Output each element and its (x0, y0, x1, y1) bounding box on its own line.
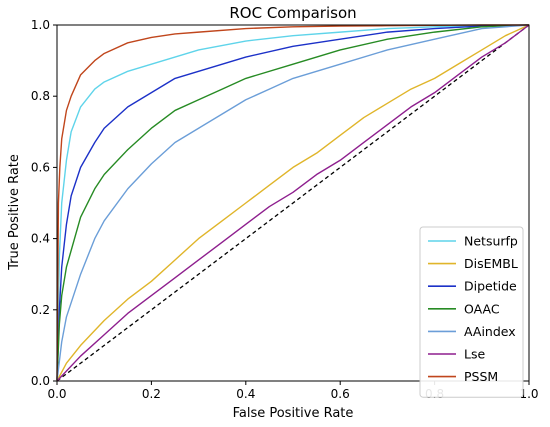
y-tick-label: 0.2 (31, 303, 50, 317)
x-tick-label: 0.2 (142, 387, 161, 401)
roc-line-lse (56, 24, 530, 382)
x-tick-label: 0.4 (236, 387, 255, 401)
roc-line-netsurfp (56, 24, 530, 382)
y-axis-ticks: 0.0 0.2 0.4 0.6 0.8 1.0 (31, 18, 57, 388)
roc-line-disembl (56, 24, 530, 382)
legend: Netsurfp DisEMBL Dipetide OAAC AAindex Lse PSS… (419, 226, 524, 398)
roc-line-dipetide (56, 24, 530, 382)
legend-label: OAAC (464, 301, 500, 316)
y-tick-label: 0.4 (31, 232, 50, 246)
y-tick-label: 0.8 (31, 89, 50, 103)
x-tick-label: 0.6 (331, 387, 350, 401)
chance-reference-line (56, 24, 530, 382)
legend-label: PSSM (464, 369, 498, 384)
legend-label: Netsurfp (464, 234, 518, 249)
chart-title: ROC Comparison (229, 4, 356, 22)
x-tick-label: 1.0 (519, 387, 538, 401)
plot-frame (56, 24, 530, 382)
x-tick-label: 0.0 (47, 387, 66, 401)
roc-line-pssm (56, 24, 529, 382)
roc-line-aaindex (56, 24, 530, 382)
legend-label: Lse (464, 347, 485, 362)
x-axis-label: False Positive Rate (233, 406, 354, 421)
legend-label: DisEMBL (464, 256, 518, 271)
y-axis-label: True Positive Rate (7, 154, 22, 271)
roc-line-oaac (56, 24, 530, 382)
legend-label: AAindex (464, 324, 516, 339)
legend-label: Dipetide (464, 279, 517, 294)
y-tick-label: 0.6 (31, 160, 50, 174)
plot-area (56, 24, 530, 382)
y-tick-label: 1.0 (31, 18, 50, 32)
y-tick-label: 0.0 (31, 374, 50, 388)
